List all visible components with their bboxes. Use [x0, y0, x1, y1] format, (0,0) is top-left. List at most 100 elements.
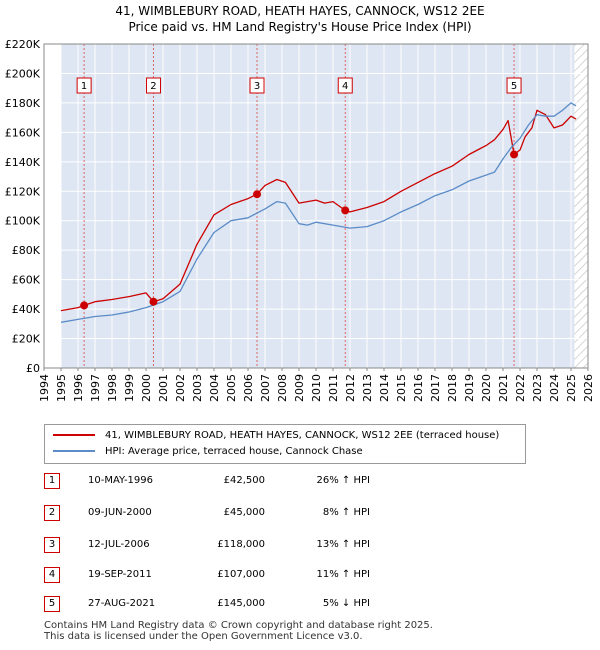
- chart-title: 41, WIMBLEBURY ROAD, HEATH HAYES, CANNOC…: [115, 4, 485, 18]
- sale-number-badge: 3: [44, 537, 60, 553]
- sale-price: £45,000: [223, 507, 265, 518]
- footer-licence: This data is licensed under the Open Gov…: [44, 631, 363, 642]
- chart-legend: 41, WIMBLEBURY ROAD, HEATH HAYES, CANNOC…: [44, 424, 526, 464]
- x-tick-label: 2018: [446, 374, 459, 402]
- sale-row: 1 10-MAY-1996 £42,500 26% ↑ HPI: [0, 472, 600, 490]
- sale-marker-label: 1: [76, 77, 92, 94]
- legend-hpi-swatch: [53, 450, 95, 452]
- price-chart: 1 2 3 4 5 £0 £20K £40K £60K £80K £100K £120K £140K £…: [5, 38, 595, 402]
- y-tick-label: £80K: [12, 244, 41, 257]
- x-tick-label: 1995: [55, 374, 68, 402]
- sale-marker-label: 5: [506, 77, 522, 94]
- sale-marker-box: [337, 77, 353, 94]
- forecast-hatch: [574, 44, 588, 368]
- x-tick-label: 2009: [293, 374, 306, 402]
- legend-item-property: 41, WIMBLEBURY ROAD, HEATH HAYES, CANNOC…: [53, 429, 499, 443]
- x-tick-label: 1999: [123, 374, 136, 402]
- y-tick-label: £40K: [12, 303, 41, 316]
- x-tick-label: 2020: [480, 374, 493, 402]
- sale-price: £42,500: [223, 475, 265, 486]
- x-tick-label: 2000: [140, 374, 153, 402]
- sale-number-badge: 5: [44, 596, 60, 612]
- legend-hpi-label: HPI: Average price, terraced house, Cann…: [105, 446, 363, 457]
- legend-item-hpi: HPI: Average price, terraced house, Cann…: [53, 445, 363, 459]
- sale-date: 12-JUL-2006: [88, 539, 150, 550]
- legend-property-swatch: [53, 434, 95, 436]
- sale-price: £107,000: [217, 569, 265, 580]
- footer-copyright: Contains HM Land Registry data © Crown c…: [44, 620, 433, 631]
- sale-marker-label: 2: [145, 77, 161, 94]
- sale-row: 2 09-JUN-2000 £45,000 8% ↑ HPI: [0, 504, 600, 522]
- y-tick-label: £60K: [12, 274, 41, 287]
- x-tick-label: 2002: [174, 374, 187, 402]
- sale-row: 3 12-JUL-2006 £118,000 13% ↑ HPI: [0, 536, 600, 554]
- x-tick-label: 2013: [361, 374, 374, 402]
- y-tick-label: £20K: [12, 333, 41, 346]
- x-tick-label: 2023: [531, 374, 544, 402]
- x-tick-label: 2021: [497, 374, 510, 402]
- x-tick-label: 1998: [106, 374, 119, 402]
- x-tick-label: 2001: [157, 374, 170, 402]
- sale-point: [253, 190, 262, 199]
- y-tick-label: £140K: [5, 156, 41, 169]
- sale-hpi-diff: 11% ↑ HPI: [316, 569, 370, 580]
- sale-price: £118,000: [217, 539, 265, 550]
- sale-point: [80, 301, 89, 310]
- x-tick-label: 2003: [191, 374, 204, 402]
- sale-hpi-diff: 8% ↑ HPI: [322, 507, 370, 518]
- x-tick-label: 2025: [565, 374, 578, 402]
- x-tick-label: 2019: [463, 374, 476, 402]
- x-tick-label: 2024: [548, 374, 561, 402]
- sale-date: 10-MAY-1996: [88, 475, 154, 486]
- sale-date: 19-SEP-2011: [88, 569, 152, 580]
- sale-marker-label: 4: [337, 77, 353, 94]
- x-tick-label: 2022: [514, 374, 527, 402]
- sale-number-badge: 4: [44, 567, 60, 583]
- x-tick-label: 1994: [38, 374, 51, 402]
- x-tick-label: 2006: [242, 374, 255, 402]
- y-tick-label: £120K: [5, 185, 41, 198]
- x-tick-label: 1997: [89, 374, 102, 402]
- legend-property-label: 41, WIMBLEBURY ROAD, HEATH HAYES, CANNOC…: [105, 430, 500, 441]
- x-tick-label: 2005: [225, 374, 238, 402]
- x-tick-label: 2010: [310, 374, 323, 402]
- sale-marker-label: 3: [249, 77, 265, 94]
- sale-marker-box: [76, 77, 92, 94]
- y-tick-label: £180K: [5, 97, 41, 110]
- x-tick-label: 1996: [72, 374, 85, 402]
- x-tick-label: 2017: [429, 374, 442, 402]
- sale-point: [341, 206, 350, 215]
- sale-row: 4 19-SEP-2011 £107,000 11% ↑ HPI: [0, 566, 600, 584]
- x-tick-label: 2004: [208, 374, 221, 402]
- x-tick-label: 2015: [395, 374, 408, 402]
- sale-marker-number: 1: [81, 81, 87, 92]
- x-tick-label: 2011: [327, 374, 340, 402]
- sale-marker-number: 2: [150, 81, 156, 92]
- y-tick-label: £100K: [5, 215, 41, 228]
- sale-point: [149, 297, 158, 306]
- chart-subtitle: Price paid vs. HM Land Registry's House …: [128, 20, 472, 34]
- sale-hpi-diff: 5% ↓ HPI: [322, 598, 370, 609]
- sale-price: £145,000: [217, 598, 265, 609]
- sale-point: [510, 150, 519, 159]
- y-tick-label: £160K: [5, 126, 41, 139]
- sale-hpi-diff: 26% ↑ HPI: [316, 475, 370, 486]
- y-tick-label: £0: [26, 362, 40, 375]
- y-tick-label: £200K: [5, 67, 41, 80]
- sale-date: 27-AUG-2021: [88, 598, 156, 609]
- plot-background: [61, 44, 575, 368]
- x-tick-label: 2012: [344, 374, 357, 402]
- sale-marker-box: [506, 77, 522, 94]
- sale-number-badge: 1: [44, 473, 60, 489]
- sale-marker-box: [145, 77, 161, 94]
- x-tick-label: 2016: [412, 374, 425, 402]
- x-tick-label: 2007: [259, 374, 272, 402]
- x-tick-label: 2014: [378, 374, 391, 402]
- sale-row: 5 27-AUG-2021 £145,000 5% ↓ HPI: [0, 595, 600, 613]
- y-tick-label: £220K: [5, 38, 41, 51]
- sale-marker-number: 4: [342, 81, 348, 92]
- sale-hpi-diff: 13% ↑ HPI: [316, 539, 370, 550]
- sale-number-badge: 2: [44, 505, 60, 521]
- x-tick-label: 2008: [276, 374, 289, 402]
- sale-marker-number: 3: [254, 81, 260, 92]
